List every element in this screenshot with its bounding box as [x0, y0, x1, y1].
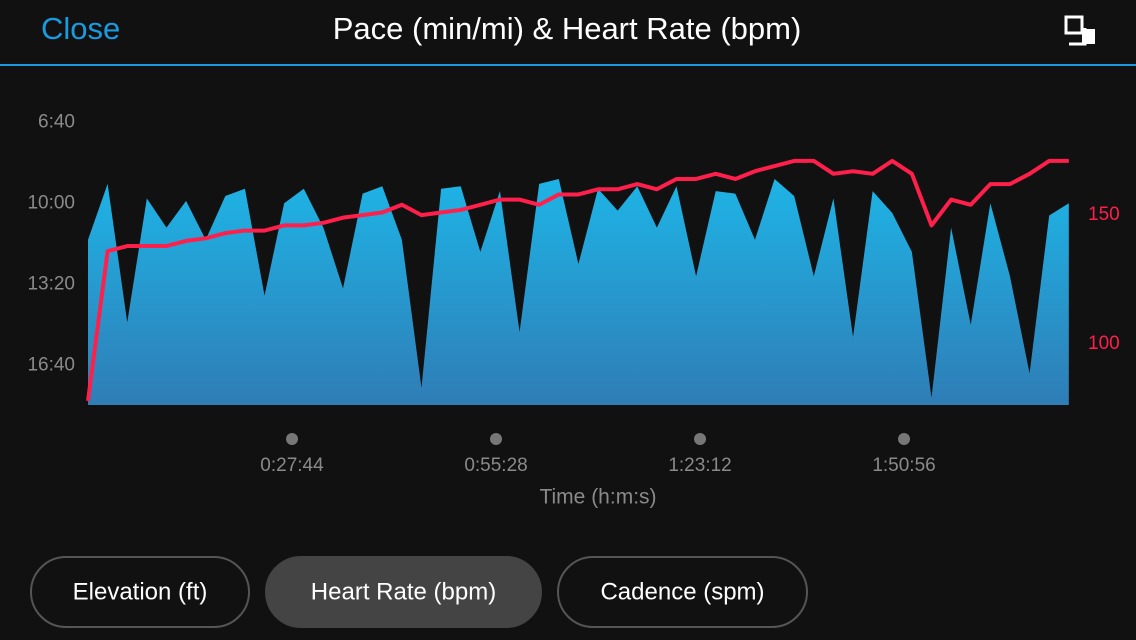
y-tick-label: 6:40	[38, 111, 75, 132]
tabs: Elevation (ft) Heart Rate (bpm) Cadence (s…	[30, 556, 808, 628]
x-tick-label: 1:50:56	[872, 455, 935, 476]
x-tick-mark	[694, 433, 707, 445]
tab-button[interactable]	[557, 556, 808, 628]
close-button[interactable]: Close	[41, 11, 120, 46]
x-tick-label: 1:23:12	[668, 455, 731, 476]
expand-icon[interactable]	[1064, 15, 1095, 46]
x-tick-mark	[490, 433, 503, 445]
tab-button[interactable]	[265, 556, 542, 628]
header	[0, 0, 1136, 65]
heart-rate-line	[86, 158, 1069, 402]
y-tick-label: 10:00	[27, 192, 75, 213]
x-tick-mark	[286, 433, 299, 445]
tab-button[interactable]	[30, 556, 250, 628]
y2-tick-label: 150	[1088, 204, 1120, 225]
x-tick-label: 0:55:28	[464, 455, 527, 476]
y2-tick-label: 100	[1088, 333, 1120, 354]
tab-label[interactable]: Elevation (ft)	[73, 578, 208, 605]
tab-label[interactable]: Heart Rate (bpm)	[311, 578, 496, 605]
plot: 6:40 10:00 13:20 16:40 100 150 0:27:44 0:55:28 1…	[27, 111, 1119, 476]
tab-label[interactable]: Cadence (spm)	[600, 578, 764, 605]
y-tick-label: 13:20	[27, 273, 75, 294]
chart-title: Pace (min/mi) & Heart Rate (bpm)	[333, 11, 802, 46]
pace-area	[88, 178, 1069, 405]
x-axis-label: Time (h:m:s)	[539, 486, 656, 509]
x-tick-mark	[898, 433, 911, 445]
y-tick-label: 16:40	[27, 354, 75, 375]
x-tick-label: 0:27:44	[260, 455, 324, 476]
